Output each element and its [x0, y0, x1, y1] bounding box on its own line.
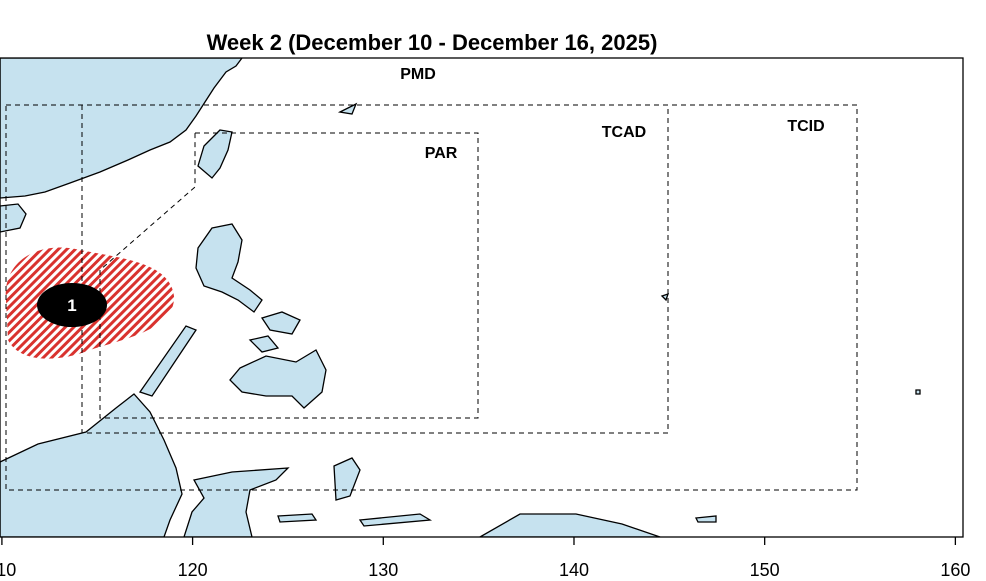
disturbance-label: 1	[67, 296, 76, 315]
x-tick-label: 160	[940, 560, 970, 580]
x-tick-label: 140	[559, 560, 589, 580]
x-tick-label: 120	[178, 560, 208, 580]
region-label: TCID	[787, 118, 824, 135]
x-tick-label: 110	[0, 560, 16, 580]
x-tick-label: 150	[750, 560, 780, 580]
par-box	[99, 132, 479, 419]
map-frame	[0, 57, 964, 538]
tcad-box	[81, 105, 669, 434]
tcid-box	[5, 104, 858, 491]
map-title: Week 2 (December 10 - December 16, 2025)	[207, 30, 658, 55]
x-tick-label: 130	[368, 560, 398, 580]
region-label: PMD	[400, 66, 436, 83]
region-label: TCAD	[602, 124, 646, 141]
region-label: PAR	[425, 145, 458, 162]
disturbance-marker	[37, 283, 107, 327]
land	[0, 58, 921, 537]
